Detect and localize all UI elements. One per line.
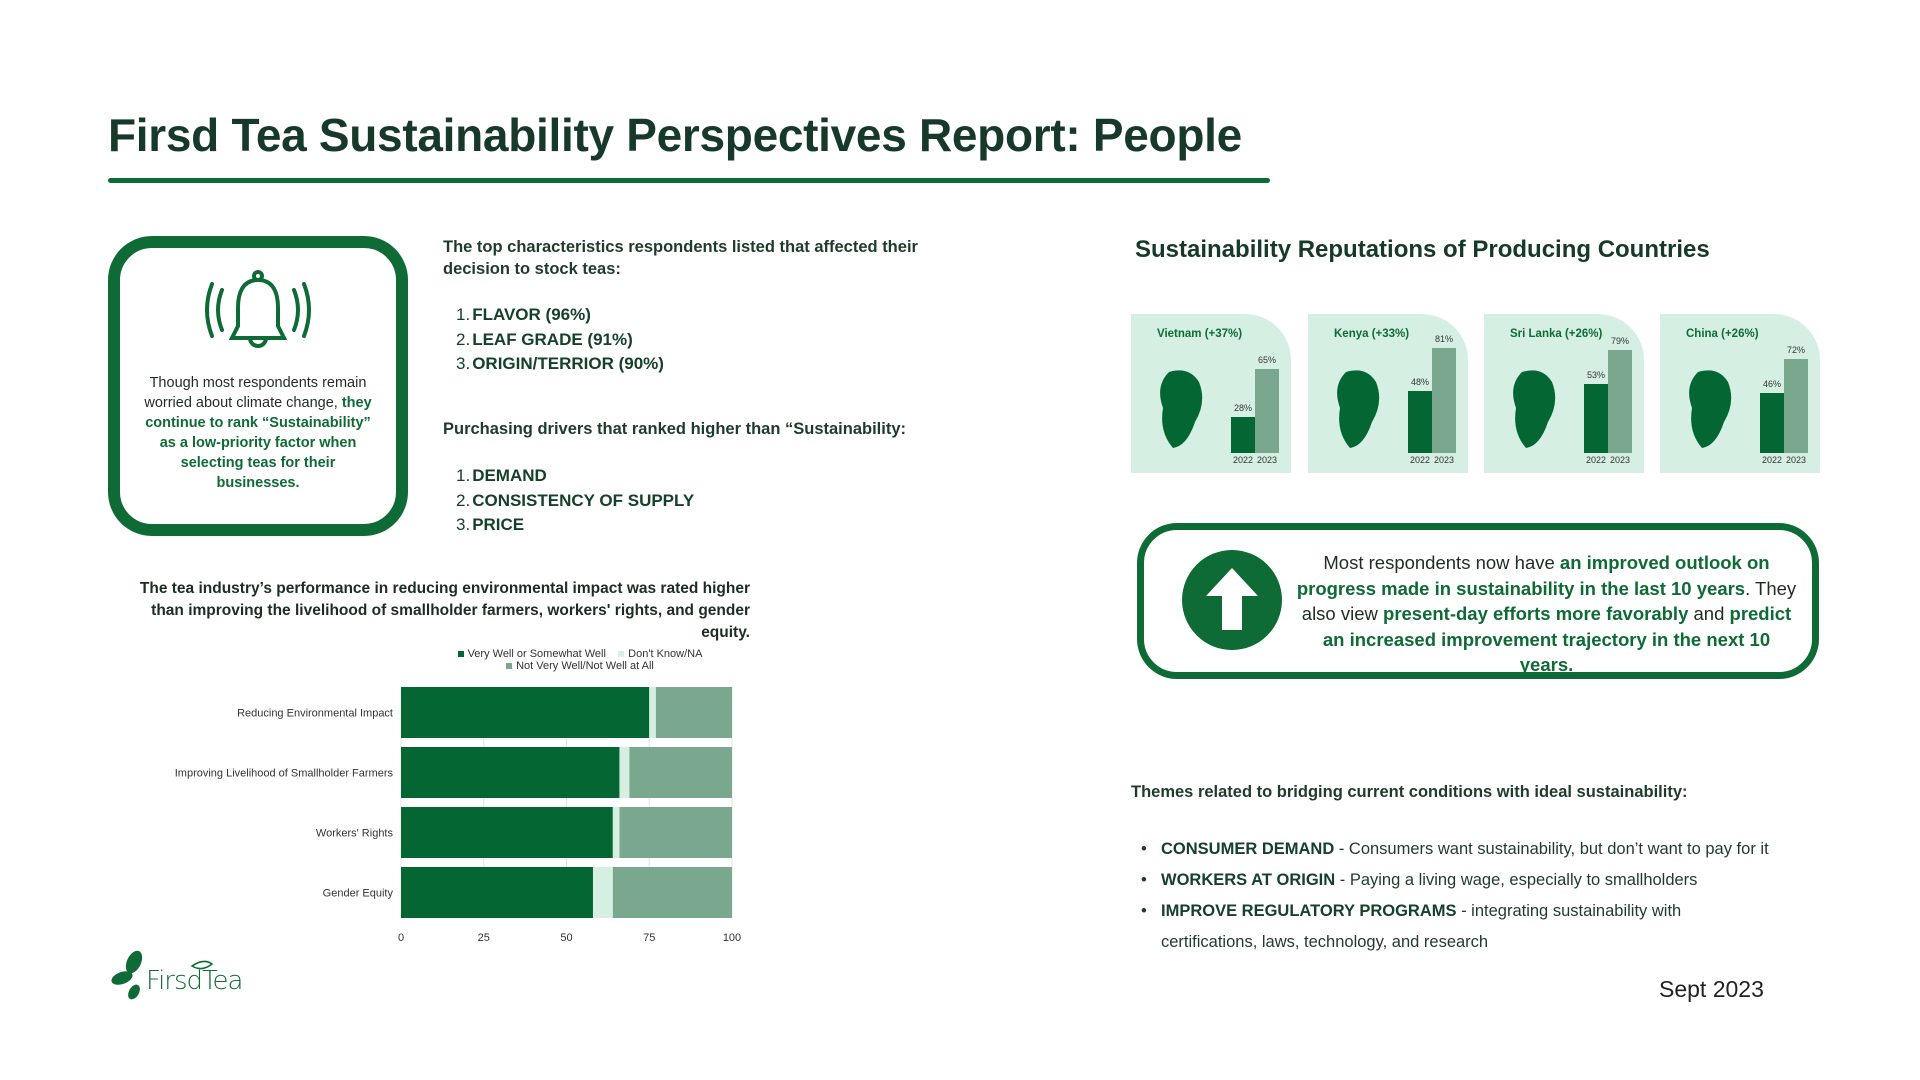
bar-2023 — [1255, 368, 1279, 453]
bar-2022 — [1760, 393, 1784, 453]
bar-2022 — [1584, 384, 1608, 453]
bar-segment — [619, 807, 732, 858]
year-label: 2022 — [1585, 455, 1607, 465]
country-card: Kenya (+33%) 48% 81% 2022 2023 — [1308, 314, 1468, 473]
report-date: Sept 2023 — [1659, 976, 1764, 1002]
bar-segment — [612, 867, 732, 918]
bar-segment — [629, 747, 732, 798]
bar-segment — [655, 687, 732, 738]
country-card: Sri Lanka (+26%) 53% 79% 2022 2023 — [1484, 314, 1644, 473]
country-map-icon — [1689, 370, 1732, 448]
bar-label: 72% — [1786, 345, 1805, 356]
country-name: Vietnam (+37%) — [1157, 328, 1243, 340]
year-label: 2022 — [1761, 455, 1783, 465]
bar-segment — [612, 807, 620, 858]
themes-intro: Themes related to bridging current condi… — [1131, 783, 1688, 801]
bar-2022 — [1408, 390, 1432, 453]
country-name: Kenya (+33%) — [1334, 328, 1410, 340]
bar-segment — [592, 867, 613, 918]
category-label: Workers' Rights — [316, 828, 394, 840]
drivers-list: 1. DEMAND 2. CONSISTENCY OF SUPPLY 3. PRICE — [456, 464, 694, 538]
bar-label: 79% — [1610, 336, 1629, 347]
x-tick-label: 25 — [478, 932, 490, 944]
year-label: 2023 — [1785, 455, 1807, 465]
list-item: 3. ORIGIN/TERRIOR (90%) — [456, 354, 664, 373]
year-label: 2023 — [1256, 455, 1278, 465]
bar-label: 46% — [1762, 379, 1781, 390]
year-label: 2022 — [1409, 455, 1431, 465]
arrow-up-icon — [1182, 550, 1282, 650]
bar-label: 48% — [1410, 376, 1429, 387]
list-item: 1. FLAVOR (96%) — [456, 305, 591, 324]
bar-2022 — [1231, 416, 1255, 453]
list-item: 2. LEAF GRADE (91%) — [456, 329, 633, 349]
title-divider — [108, 178, 1270, 183]
list-item: 1. DEMAND — [456, 466, 547, 485]
page-title: Firsd Tea Sustainability Perspectives Re… — [108, 109, 1242, 161]
year-label: 2023 — [1609, 455, 1631, 465]
characteristics-intro: The top characteristics respondents list… — [443, 238, 918, 278]
list-item: 2. CONSISTENCY OF SUPPLY — [456, 490, 695, 510]
bar-label: 65% — [1257, 354, 1276, 365]
x-tick-label: 100 — [723, 932, 741, 944]
list-item: 3. PRICE — [456, 515, 525, 534]
x-tick-label: 75 — [643, 932, 655, 944]
bar-segment — [401, 687, 650, 738]
x-tick-label: 50 — [560, 932, 572, 944]
firsd-tea-logo: FirsdTea — [110, 948, 250, 1009]
chart-legend: Very Well or Somewhat Well Don't Know/NA… — [420, 648, 740, 672]
list-item: CONSUMER DEMAND - Consumers want sustain… — [1135, 834, 1835, 865]
legend-entry: Not Very Well/Not Well at All — [516, 660, 654, 672]
stacked-bar-chart: 0 25 50 75 100 Reducing Environmental Impact I… — [175, 687, 741, 944]
callout-text: Though most respondents remain worried a… — [144, 375, 372, 491]
bar-segment — [619, 747, 630, 798]
characteristics-list: 1. FLAVOR (96%) 2. LEAF GRADE (91%) 3. ORIG… — [456, 303, 664, 377]
country-name: China (+26%) — [1686, 328, 1759, 340]
drivers-intro: Purchasing drivers that ranked higher th… — [443, 420, 907, 438]
bar-2023 — [1432, 347, 1456, 453]
themes-list: CONSUMER DEMAND - Consumers want sustain… — [1135, 834, 1835, 958]
legend-entry: Very Well or Somewhat Well — [467, 648, 606, 660]
country-map-icon — [1160, 370, 1203, 448]
bar-2023 — [1784, 359, 1808, 453]
x-tick-label: 0 — [398, 932, 404, 944]
list-item: WORKERS AT ORIGIN - Paying a living wage… — [1135, 865, 1835, 896]
bar-segment — [401, 747, 620, 798]
category-label: Gender Equity — [323, 888, 394, 900]
outlook-text: Most respondents now have an improved ou… — [1296, 552, 1797, 675]
country-card: Vietnam (+37%) 28% 65% 2022 2023 — [1131, 314, 1291, 473]
bar-segment — [401, 867, 593, 918]
country-card: China (+26%) 46% 72% 2022 2023 — [1660, 314, 1820, 473]
chart-caption: The tea industry’s performance in reduci… — [139, 580, 750, 641]
country-map-icon — [1513, 370, 1556, 448]
year-label: 2023 — [1433, 455, 1455, 465]
bar-segment — [649, 687, 656, 738]
country-map-icon — [1337, 370, 1380, 448]
bar-label: 81% — [1434, 333, 1453, 344]
callout-box: Though most respondents remain worried a… — [108, 236, 408, 536]
country-name: Sri Lanka (+26%) — [1510, 328, 1603, 340]
bar-label: 53% — [1586, 370, 1605, 381]
legend-entry: Don't Know/NA — [628, 648, 703, 660]
bell-ringing-icon — [205, 270, 311, 348]
countries-title: Sustainability Reputations of Producing … — [1135, 236, 1710, 263]
category-label: Reducing Environmental Impact — [237, 708, 393, 720]
bar-label: 28% — [1233, 402, 1252, 413]
list-item: IMPROVE REGULATORY PROGRAMS - integratin… — [1135, 896, 1705, 958]
bar-2023 — [1608, 350, 1632, 453]
year-label: 2022 — [1232, 455, 1254, 465]
category-label: Improving Livelihood of Smallholder Farm… — [175, 768, 394, 780]
bar-segment — [401, 807, 613, 858]
outlook-box: Most respondents now have an improved ou… — [1137, 523, 1819, 679]
